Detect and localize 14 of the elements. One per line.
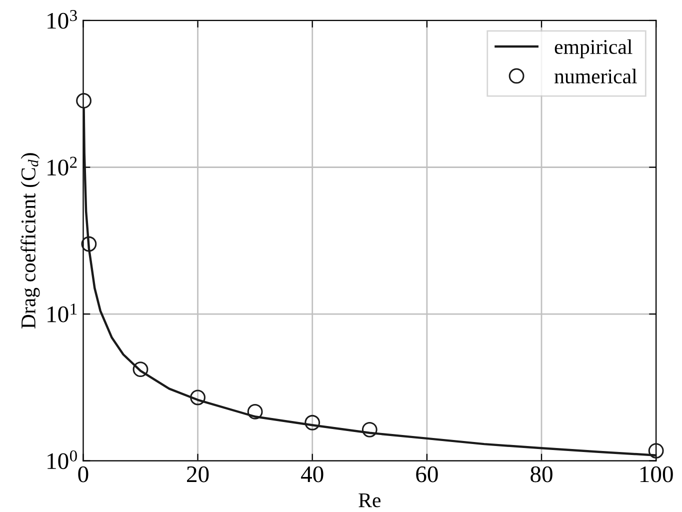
- legend-label: empirical: [554, 39, 632, 58]
- x-tick-label: 60: [416, 466, 438, 482]
- x-tick-label: 80: [530, 466, 552, 482]
- legend-label: numerical: [554, 68, 637, 84]
- y-axis-title: Drag coefficient (C$_{d}$): [20, 153, 40, 328]
- x-tick-label: 40: [301, 466, 324, 482]
- y-tick-label: 10$^{3}$: [48, 10, 77, 29]
- y-tick-label: 10$^{0}$: [48, 450, 77, 470]
- x-tick-label: 100: [640, 466, 673, 482]
- y-tick-label: 10$^{1}$: [48, 304, 77, 322]
- x-tick-label: 0: [78, 466, 88, 482]
- x-tick-label: 20: [187, 466, 209, 482]
- x-axis-title: Re: [358, 493, 380, 508]
- y-tick-label: 10$^{2}$: [48, 156, 77, 176]
